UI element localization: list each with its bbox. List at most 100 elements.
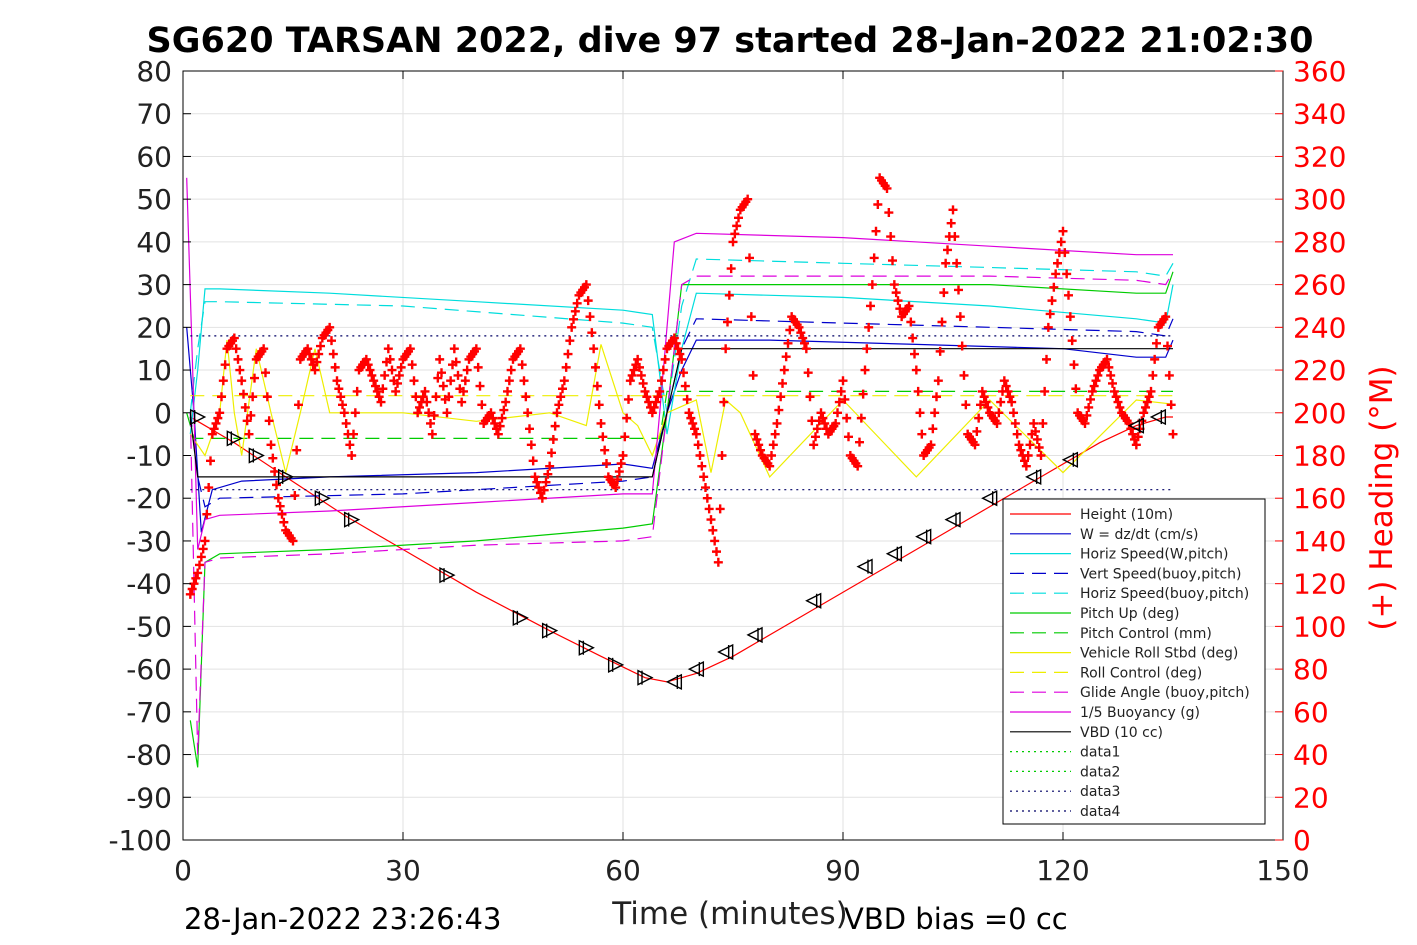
heading-marker	[385, 354, 395, 364]
heading-marker	[952, 258, 962, 268]
heading-marker	[614, 467, 624, 477]
heading-marker	[642, 392, 652, 402]
heading-marker	[591, 362, 600, 372]
heading-marker	[686, 413, 696, 423]
heading-marker	[310, 365, 320, 375]
heading-marker	[746, 312, 756, 322]
heading-marker	[380, 370, 390, 380]
series-line	[189, 271, 1174, 755]
heading-marker	[690, 424, 699, 434]
heading-marker	[853, 461, 863, 471]
y-tick-label: 80	[136, 55, 172, 88]
heading-marker	[1038, 418, 1048, 428]
heading-marker	[682, 394, 692, 404]
series-line	[189, 284, 1174, 435]
heading-marker	[1009, 408, 1018, 418]
heading-marker	[647, 408, 657, 418]
heading-marker	[1005, 392, 1015, 402]
y-tick-label: 60	[136, 140, 172, 173]
heading-marker	[996, 397, 1006, 407]
heading-marker	[1166, 400, 1176, 410]
heading-marker	[992, 418, 1002, 428]
heading-marker	[459, 386, 468, 396]
heading-marker	[565, 336, 575, 346]
heading-marker	[336, 392, 346, 402]
heading-marker	[688, 418, 698, 428]
heading-marker	[719, 397, 729, 407]
heading-marker	[1029, 418, 1039, 428]
heading-marker	[635, 362, 644, 372]
heading-marker	[525, 424, 534, 434]
legend-entry-label: 1/5 Buoyancy (g)	[1080, 705, 1200, 721]
y-tick-label: 20	[136, 311, 172, 344]
triangle-marker	[226, 430, 243, 447]
heading-marker	[361, 354, 371, 364]
heading-marker	[1065, 312, 1075, 322]
legend-entry-label: Vehicle Roll Stbd (deg)	[1080, 646, 1238, 662]
heading-marker	[387, 365, 397, 375]
heading-marker	[767, 451, 776, 460]
heading-marker	[250, 373, 259, 383]
heading-marker	[911, 365, 921, 375]
heading-marker	[193, 568, 203, 578]
y-tick-label: 70	[136, 98, 172, 131]
x-axis-label: Time (minutes)	[611, 896, 847, 932]
axis-ticks: 0 30 60 90 120 15080706050403020100-10-20-30-…	[108, 55, 1346, 887]
heading-marker	[497, 413, 507, 423]
heading-marker	[325, 322, 335, 332]
heading-marker	[1043, 322, 1053, 332]
heading-marker	[616, 459, 626, 469]
heading-marker	[891, 288, 901, 298]
legend-entry-label: Roll Control (deg)	[1080, 665, 1202, 681]
triangle-marker	[687, 660, 705, 678]
heading-marker	[499, 405, 509, 415]
heading-marker	[596, 418, 606, 428]
heading-marker	[1003, 386, 1013, 396]
x-tick-label: 150	[1256, 854, 1309, 887]
heading-marker	[471, 344, 481, 354]
heading-marker	[433, 373, 443, 383]
heading-marker	[585, 312, 595, 322]
heading-marker	[734, 213, 743, 223]
heading-marker	[372, 386, 382, 396]
heading-marker	[453, 370, 463, 380]
heading-marker	[352, 386, 362, 396]
heading-marker	[979, 392, 989, 402]
heading-marker	[933, 376, 943, 386]
heading-marker	[778, 378, 787, 388]
heading-marker	[613, 475, 622, 485]
heading-marker	[836, 386, 846, 396]
heading-marker	[460, 376, 470, 386]
heading-marker	[673, 344, 683, 354]
heading-marker	[581, 280, 591, 290]
triangle-marker	[277, 468, 295, 485]
heading-marker	[569, 314, 578, 324]
heading-marker	[1071, 384, 1081, 394]
y-tick-label: -90	[126, 781, 172, 814]
heading-marker	[809, 440, 819, 450]
heading-marker	[517, 360, 527, 370]
heading-marker	[1014, 440, 1024, 450]
heading-marker	[473, 362, 483, 372]
heading-marker	[699, 472, 709, 482]
heading-marker	[1067, 336, 1077, 346]
heading-marker	[196, 552, 206, 562]
heading-marker	[840, 394, 850, 404]
heading-marker	[556, 392, 566, 402]
heading-marker	[756, 445, 765, 455]
heading-marker	[774, 405, 784, 415]
series-layer	[186, 177, 1174, 768]
heading-marker	[1086, 394, 1095, 404]
heading-marker	[600, 445, 610, 455]
heading-marker	[548, 434, 558, 444]
heading-marker	[316, 341, 325, 351]
heading-marker	[244, 429, 254, 439]
heading-marker	[213, 413, 223, 423]
heading-marker	[653, 392, 663, 402]
heading-marker	[618, 451, 628, 460]
heading-marker	[660, 354, 670, 364]
heading-marker	[864, 322, 874, 332]
legend-entry-label: Horiz Speed(buoy,pitch)	[1080, 586, 1249, 602]
heading-marker	[330, 362, 340, 372]
heading-marker	[803, 368, 813, 378]
